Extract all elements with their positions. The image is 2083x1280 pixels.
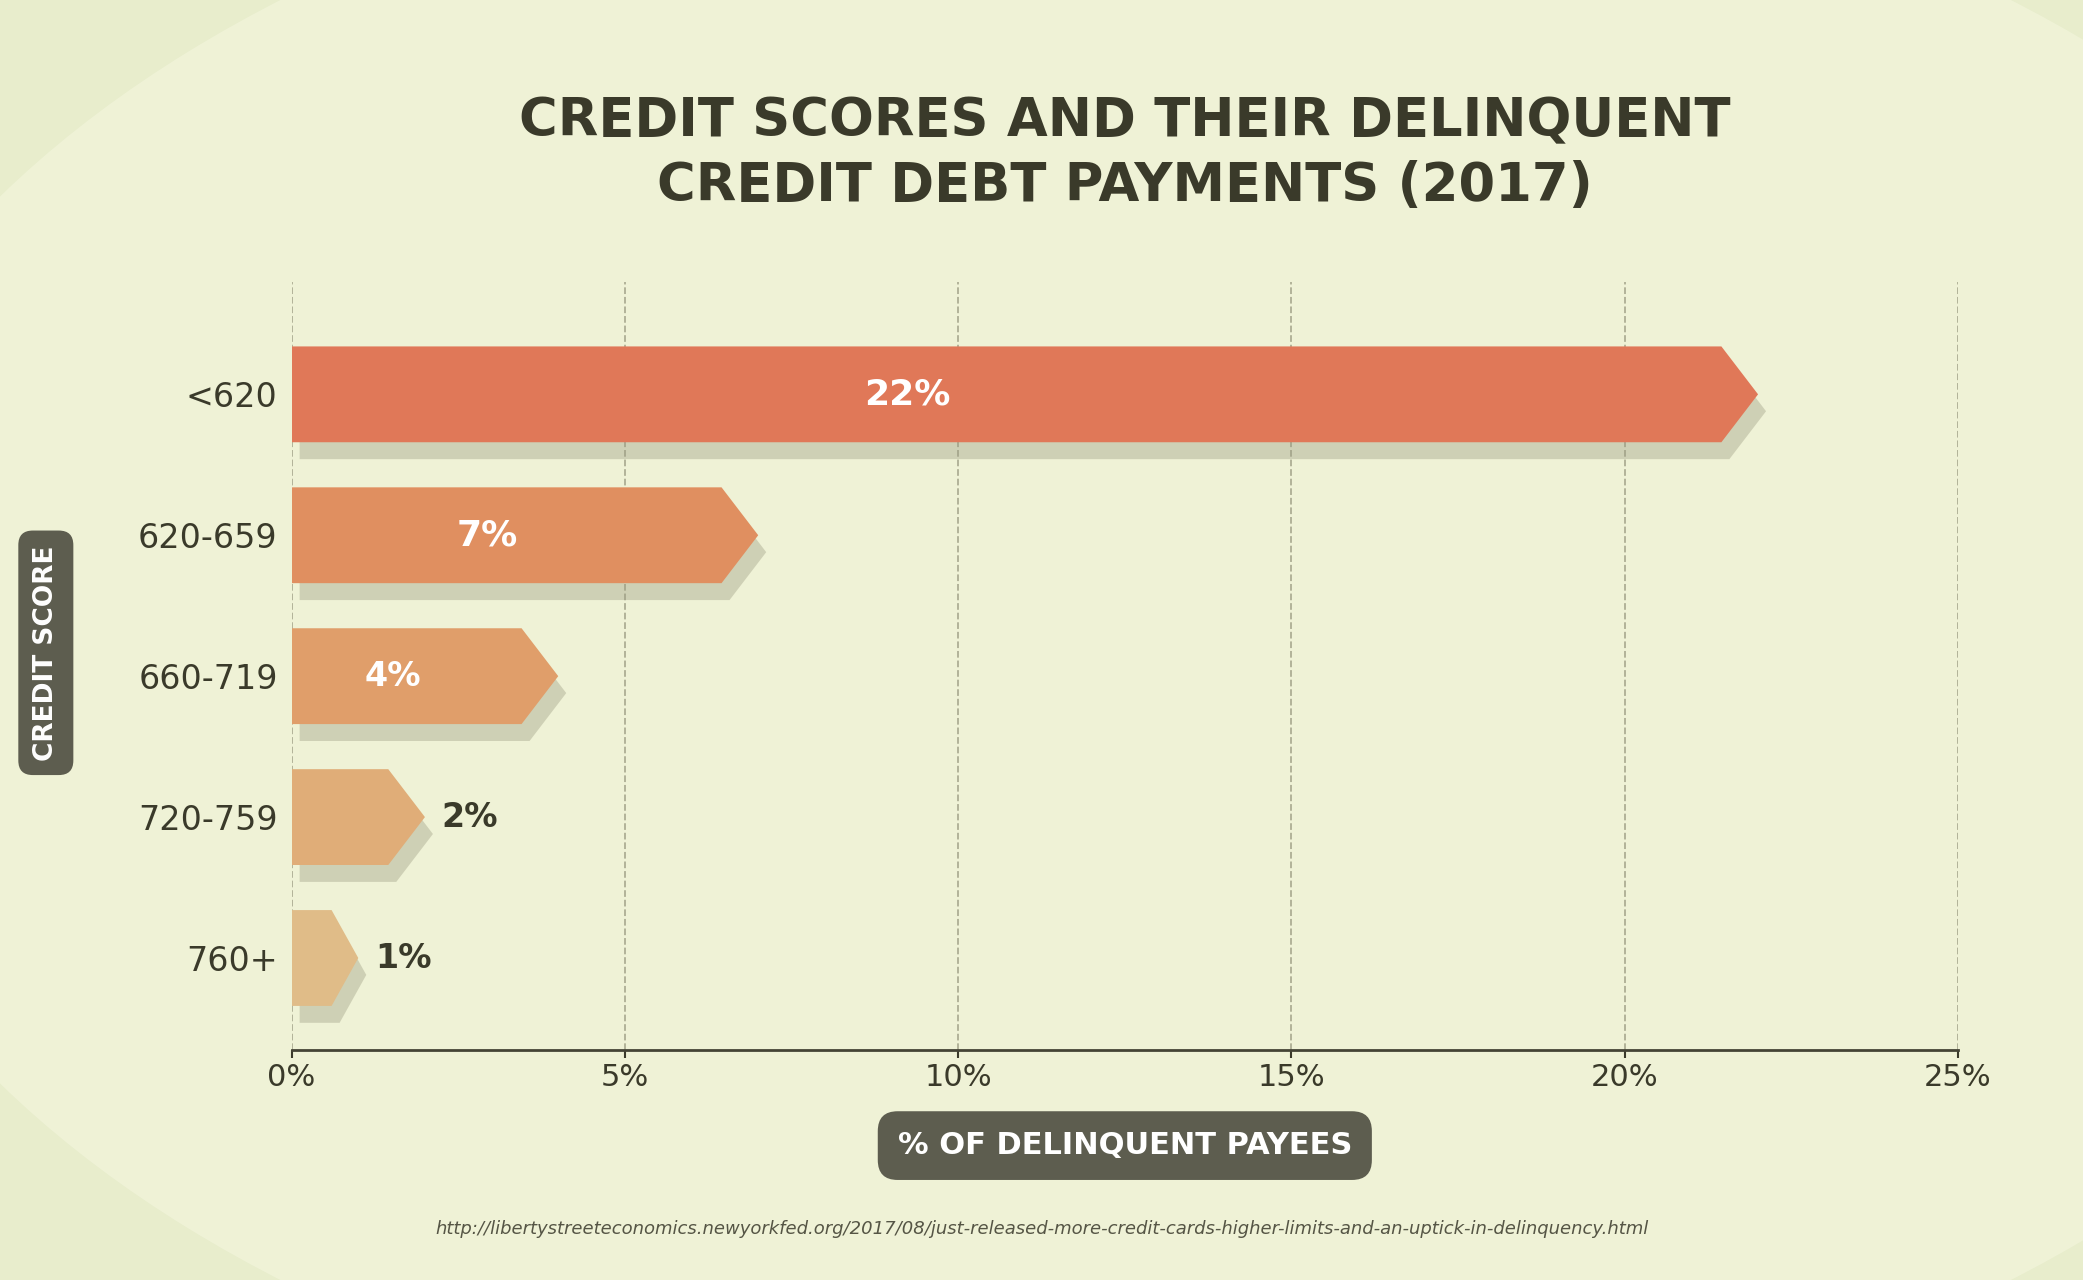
Polygon shape [292, 910, 358, 1006]
Polygon shape [300, 504, 767, 600]
Polygon shape [292, 488, 758, 584]
Text: CREDIT SCORES AND THEIR DELINQUENT: CREDIT SCORES AND THEIR DELINQUENT [519, 96, 1731, 147]
Polygon shape [300, 645, 567, 741]
Text: % OF DELINQUENT PAYEES: % OF DELINQUENT PAYEES [898, 1132, 1352, 1160]
Polygon shape [300, 786, 433, 882]
Text: 2%: 2% [442, 800, 498, 833]
Text: http://libertystreeteconomics.newyorkfed.org/2017/08/just-released-more-credit-c: http://libertystreeteconomics.newyorkfed… [435, 1220, 1648, 1238]
Polygon shape [292, 769, 425, 865]
Polygon shape [292, 347, 1758, 443]
Text: 22%: 22% [864, 378, 950, 411]
Polygon shape [300, 364, 1766, 460]
Text: CREDIT DEBT PAYMENTS (2017): CREDIT DEBT PAYMENTS (2017) [656, 160, 1593, 211]
Polygon shape [300, 927, 367, 1023]
Text: 7%: 7% [456, 518, 519, 552]
Text: 1%: 1% [375, 942, 431, 974]
Polygon shape [292, 628, 558, 724]
Text: CREDIT SCORE: CREDIT SCORE [33, 545, 58, 760]
Text: 4%: 4% [365, 659, 421, 692]
